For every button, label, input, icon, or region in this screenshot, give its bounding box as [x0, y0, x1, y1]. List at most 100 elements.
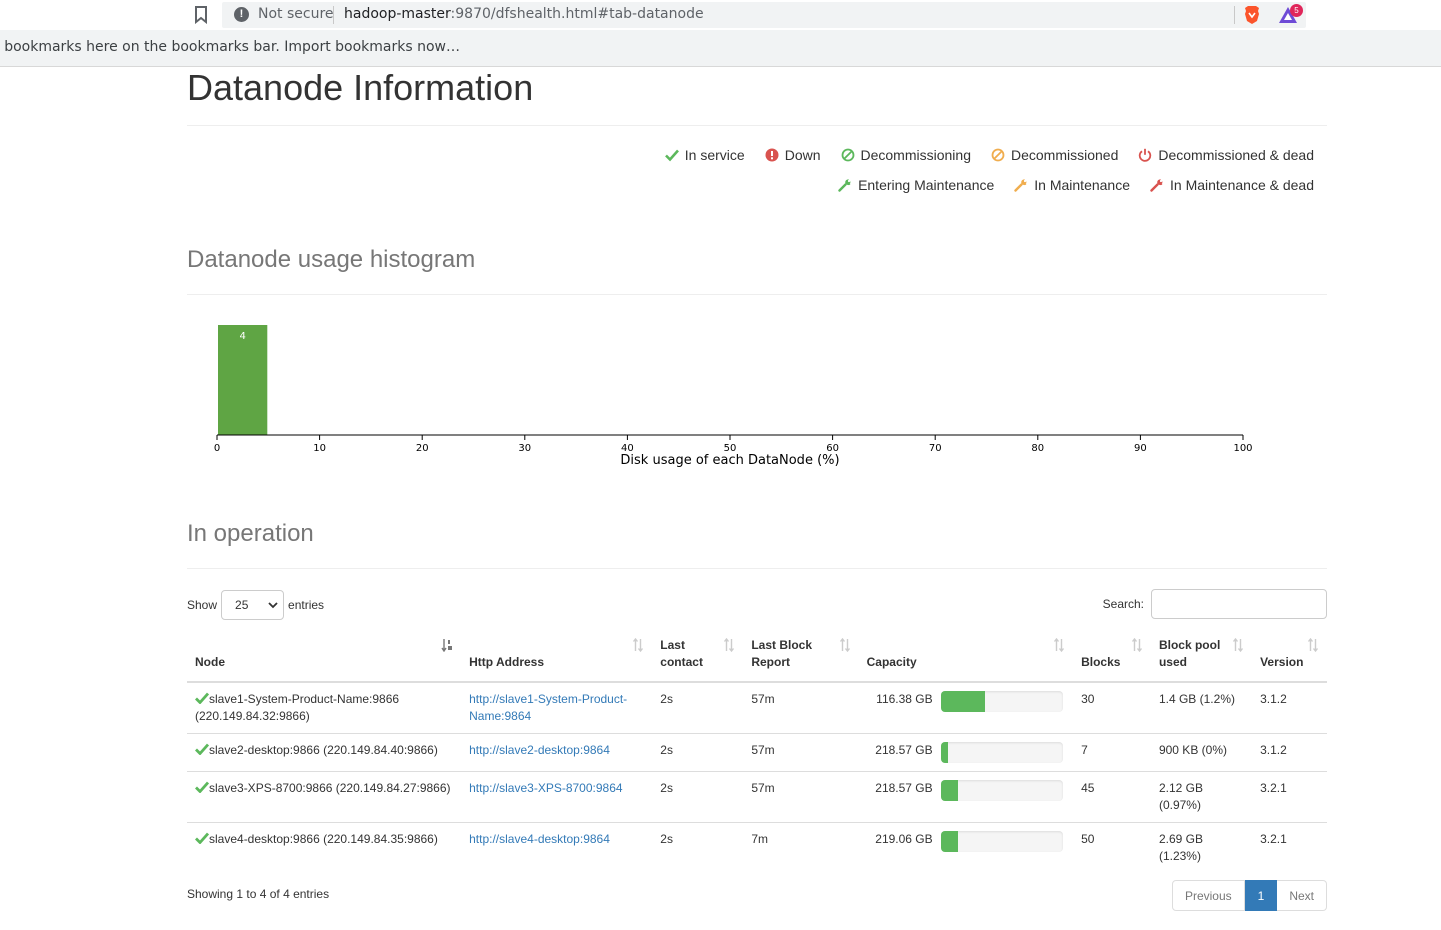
- legend-row-2: Entering Maintenance In Maintenance In Mai…: [818, 177, 1314, 193]
- in-service-check-icon: [195, 692, 209, 704]
- block-pool-used-cell: 2.12 GB (0.97%): [1150, 771, 1253, 823]
- column-header-http-address[interactable]: Http Address: [461, 629, 653, 683]
- column-header-label: Http Address: [469, 655, 545, 669]
- capacity-cell: 218.57 GB: [858, 733, 1074, 772]
- version-cell: 3.1.2: [1260, 692, 1287, 706]
- block-pool-used-value: 2.69 GB: [1158, 832, 1203, 846]
- url-divider: [333, 6, 334, 24]
- info-icon[interactable]: !: [234, 7, 249, 22]
- column-header-blocks[interactable]: Blocks: [1073, 629, 1151, 683]
- block-pool-used-cell: 2.69 GB (1.23%): [1150, 822, 1253, 873]
- page-1-button[interactable]: 1: [1244, 880, 1278, 911]
- block-pool-used-value: 900 KB (0%): [1158, 743, 1227, 757]
- bookmarks-bar-text[interactable]: r bookmarks here on the bookmarks bar. I…: [0, 39, 461, 55]
- last-block-report-cell: 57m: [743, 733, 859, 772]
- x-tick-label: 50: [724, 443, 737, 454]
- sort-icon[interactable]: [1053, 638, 1065, 652]
- rewards-badge: 5: [1290, 4, 1303, 17]
- rewards-icon[interactable]: [1278, 6, 1298, 24]
- table-row: slave2-desktop:9866 (220.149.84.40:9866)…: [187, 733, 1327, 772]
- histogram-divider: [187, 294, 1327, 295]
- legend-label: In Maintenance: [1034, 177, 1130, 193]
- block-pool-used-percent: (0.97%): [1158, 798, 1201, 812]
- legend-row-1: In service Down Decommissioning Decommissio…: [645, 147, 1314, 163]
- url-host: hadoop-master: [344, 6, 451, 22]
- sort-icon[interactable]: [723, 638, 735, 652]
- capacity-used-fill: [940, 742, 948, 763]
- legend-item-in-maintenance-dead: In Maintenance & dead: [1150, 177, 1314, 193]
- node-cell: slave1-System-Product-Name:9866 (220.149.…: [187, 682, 461, 734]
- bookmark-icon[interactable]: [194, 6, 208, 24]
- x-tick-label: 80: [1031, 443, 1044, 454]
- column-header-report[interactable]: Last Block Report: [743, 629, 859, 683]
- table-info: Showing 1 to 4 of 4 entries: [187, 887, 330, 901]
- legend-item-decommissioning: Decommissioning: [841, 147, 971, 163]
- search-input[interactable]: [1151, 589, 1327, 619]
- show-label: Show: [187, 598, 218, 612]
- page-size-control: Show 25 entries: [187, 590, 324, 620]
- column-header-used[interactable]: Block pool used: [1150, 629, 1253, 683]
- sort-icon[interactable]: [839, 638, 851, 652]
- http-address-link[interactable]: http://slave2-desktop:9864: [469, 743, 610, 757]
- column-header-label: Blocks: [1081, 655, 1121, 669]
- next-button[interactable]: Next: [1277, 880, 1327, 911]
- previous-button[interactable]: Previous: [1171, 880, 1245, 911]
- last-block-report-cell: 57m: [743, 771, 859, 823]
- blocks-cell: 30: [1081, 692, 1095, 706]
- sort-icon[interactable]: [632, 638, 644, 652]
- entries-label: entries: [288, 598, 325, 612]
- capacity-value: 218.57 GB: [875, 743, 933, 757]
- legend-label: Decommissioning: [860, 147, 971, 163]
- http-address-link[interactable]: http://slave1-System-Product- Name:9864: [469, 692, 627, 723]
- sort-icon[interactable]: [1232, 638, 1244, 652]
- sort-ascending-icon[interactable]: [441, 638, 453, 652]
- capacity-progress-bar: [940, 742, 1063, 763]
- column-header-capacity[interactable]: Capacity: [858, 629, 1074, 683]
- page-size-value: 25: [235, 598, 249, 612]
- column-header-node[interactable]: Node: [187, 629, 462, 683]
- capacity-progress-bar: [940, 780, 1063, 801]
- capacity-used-fill: [940, 831, 958, 852]
- capacity-used-fill: [940, 780, 958, 801]
- column-header-label: used: [1158, 655, 1187, 669]
- in-operation-heading: In operation: [187, 520, 314, 547]
- block-pool-used-cell: 1.4 GB (1.2%): [1151, 682, 1252, 734]
- ban-icon: [841, 148, 854, 162]
- node-name: slave3-XPS-8700:9866 (220.149.84.27:9866…: [209, 781, 451, 795]
- column-header-contact[interactable]: Last contact: [652, 629, 744, 683]
- search-label: Search:: [1102, 597, 1144, 611]
- version-cell: 3.2.1: [1252, 771, 1327, 823]
- http-address-text: Name:9864: [469, 709, 532, 723]
- http-address-link[interactable]: http://slave3-XPS-8700:9864: [469, 781, 622, 795]
- http-address-link[interactable]: http://slave4-desktop:9864: [469, 832, 610, 846]
- url-text[interactable]: hadoop-master:9870/dfshealth.html#tab-da…: [344, 6, 704, 22]
- capacity-cell: 116.38 GB: [859, 682, 1073, 734]
- security-label[interactable]: Not secure: [258, 6, 334, 22]
- address-bar[interactable]: [222, 2, 1306, 28]
- column-header-version[interactable]: Version: [1252, 629, 1327, 683]
- http-address-cell: http://slave2-desktop:9864: [461, 733, 653, 772]
- brave-shield-icon[interactable]: [1243, 5, 1261, 25]
- operation-divider: [187, 568, 1327, 569]
- bookmarks-bar: r bookmarks here on the bookmarks bar. I…: [0, 30, 1441, 67]
- legend-label: Down: [784, 147, 821, 163]
- http-address-text: http://slave3-XPS-8700:9864: [469, 781, 623, 795]
- x-tick-label: 10: [313, 443, 326, 454]
- node-ip: (220.149.84.32:9866): [195, 709, 310, 723]
- page-size-select[interactable]: 25: [221, 590, 285, 620]
- sort-icon[interactable]: [1307, 638, 1319, 652]
- blocks-cell: 7: [1073, 733, 1151, 772]
- legend-label: In service: [684, 147, 745, 163]
- legend-label: Decommissioned: [1010, 147, 1119, 163]
- last-block-report-cell: 57m: [751, 692, 775, 706]
- x-tick-label: 100: [1233, 443, 1252, 454]
- node-cell: slave2-desktop:9866 (220.149.84.40:9866): [187, 733, 462, 772]
- column-header-label: Node: [195, 655, 225, 669]
- last-block-report-cell: 7m: [743, 822, 859, 873]
- http-address-text: http://slave4-desktop:9864: [469, 832, 610, 846]
- sort-icon[interactable]: [1131, 638, 1143, 652]
- version-cell: 3.2.1: [1252, 822, 1327, 873]
- legend-label: Entering Maintenance: [858, 177, 995, 193]
- wrench-icon: [1014, 179, 1027, 192]
- pagination: Previous 1 Next: [1171, 880, 1327, 911]
